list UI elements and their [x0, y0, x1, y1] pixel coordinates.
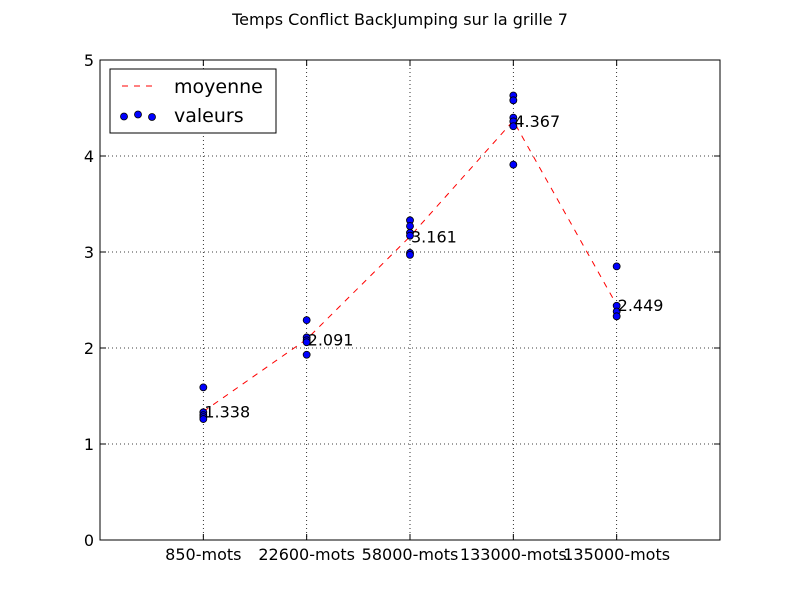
- y-tick-label: 1: [84, 435, 94, 454]
- data-point: [302, 350, 311, 359]
- x-tick-label: 135000-mots: [563, 545, 670, 564]
- y-tick-label: 5: [84, 51, 94, 70]
- data-point: [199, 415, 208, 423]
- data-point: [302, 338, 311, 347]
- chart-title: Temps Conflict BackJumping sur la grille…: [231, 10, 568, 29]
- data-point: [302, 316, 311, 325]
- mean-annotation: 2.449: [618, 296, 664, 315]
- x-tick-label: 58000-mots: [362, 545, 459, 564]
- legend-values-marker: [148, 113, 156, 121]
- x-tick-label: 133000-mots: [460, 545, 567, 564]
- axes: 0 1 2 3 4 5 850-mots 22600-mots 58000-mots 133000…: [84, 51, 720, 564]
- mean-series: [203, 119, 618, 412]
- data-point: [612, 312, 621, 321]
- data-point: [509, 122, 518, 131]
- mean-annotation: 2.091: [308, 330, 354, 349]
- data-point: [509, 160, 518, 169]
- legend-values-marker: [120, 112, 128, 121]
- annotations: 1.338 2.091 3.161 4.367 2.449: [204, 112, 663, 422]
- legend: moyenne valeurs: [109, 68, 277, 134]
- legend-values-marker: [134, 110, 142, 119]
- data-point: [406, 231, 414, 240]
- mean-line: [203, 119, 618, 412]
- grid-layer: [100, 60, 720, 540]
- data-point: [509, 96, 518, 105]
- data-point: [612, 262, 621, 271]
- legend-box: [109, 68, 277, 134]
- legend-mean-label: moyenne: [174, 76, 263, 98]
- mean-annotation: 3.161: [411, 228, 457, 247]
- y-tick-label: 0: [84, 531, 94, 550]
- data-point: [199, 383, 208, 392]
- y-tick-label: 3: [84, 243, 94, 262]
- y-tick-label: 2: [84, 339, 94, 358]
- mean-annotation: 1.338: [204, 403, 250, 422]
- x-tick-label: 22600-mots: [258, 545, 355, 564]
- values-series: [199, 91, 621, 423]
- mean-annotation: 4.367: [514, 112, 560, 131]
- legend-values-label: valeurs: [174, 105, 244, 127]
- x-tick-label: 850-mots: [165, 545, 241, 564]
- y-tick-label: 4: [84, 147, 94, 166]
- data-point: [406, 250, 414, 259]
